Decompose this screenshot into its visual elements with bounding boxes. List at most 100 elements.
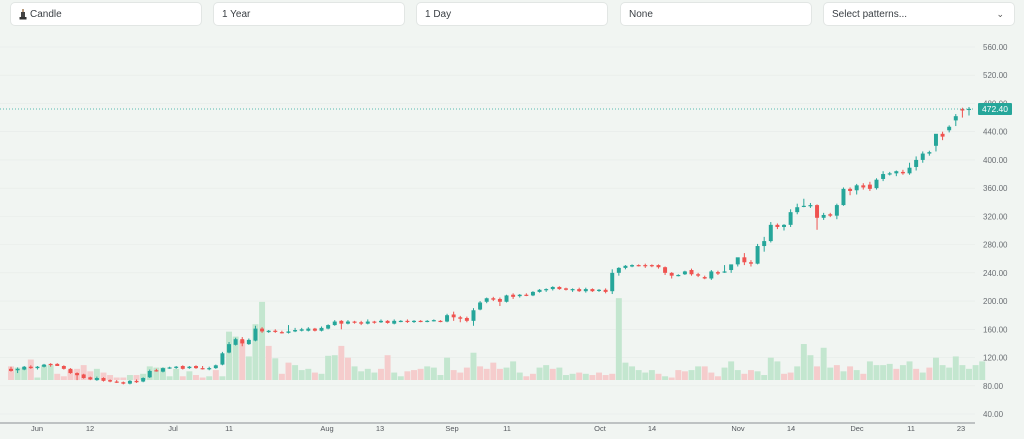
candle: [874, 178, 879, 190]
price-label: 472.40: [978, 103, 1012, 115]
volume-bar: [166, 376, 173, 380]
candle-icon: [19, 8, 27, 20]
x-tick-label: 12: [86, 424, 94, 433]
y-tick-label: 160.00: [983, 325, 1008, 334]
candle: [478, 301, 483, 311]
volume-bar: [543, 365, 550, 380]
candle: [293, 327, 298, 333]
interval-select[interactable]: 1 Day: [416, 2, 608, 26]
candle: [15, 367, 20, 374]
volume-bar: [701, 366, 708, 380]
candle: [967, 106, 971, 116]
candle: [768, 222, 773, 243]
volume-bar: [939, 365, 946, 380]
volume-bar: [906, 361, 913, 380]
indicator-label: None: [629, 8, 653, 20]
x-tick-label: Dec: [850, 424, 864, 433]
volume-bar: [444, 357, 451, 380]
candle: [28, 365, 33, 369]
candle: [497, 297, 502, 307]
volume-bar: [569, 373, 576, 380]
candle: [854, 183, 859, 195]
candle: [953, 114, 958, 127]
volume-bar: [411, 370, 417, 380]
candle: [127, 380, 132, 385]
candle: [940, 131, 945, 141]
volume-bar: [807, 355, 814, 380]
volume-bar: [391, 372, 398, 380]
candle: [319, 326, 324, 332]
candle: [788, 209, 793, 227]
candle: [616, 267, 621, 276]
candle: [887, 171, 892, 176]
volume-bar: [582, 373, 589, 380]
y-tick-label: 280.00: [983, 241, 1008, 250]
volume-bar: [596, 372, 602, 380]
volume-bar: [972, 365, 979, 380]
candle: [748, 260, 753, 267]
x-tick-label: 13: [376, 424, 384, 433]
candle: [108, 379, 113, 383]
x-tick-label: Aug: [320, 424, 333, 433]
volume-bar: [926, 367, 933, 380]
candle: [577, 287, 582, 292]
candle: [273, 329, 278, 333]
candle: [861, 183, 866, 190]
candle: [900, 169, 905, 175]
volume-bar: [113, 377, 120, 380]
volume-bar: [966, 368, 972, 380]
candle: [359, 320, 364, 326]
candle: [709, 270, 714, 280]
y-tick-label: 560.00: [983, 43, 1008, 52]
volume-bar: [54, 373, 61, 380]
patterns-placeholder: Select patterns...: [832, 8, 908, 20]
candle: [795, 203, 800, 215]
volume-bar: [523, 376, 530, 380]
volume-bar: [675, 370, 682, 380]
indicator-select[interactable]: None: [620, 2, 812, 26]
range-select[interactable]: 1 Year: [213, 2, 405, 26]
candle: [630, 264, 635, 268]
candle: [392, 319, 397, 325]
volume-bar: [549, 368, 556, 380]
candle: [141, 377, 146, 383]
candle: [207, 366, 212, 371]
volume-bar: [529, 373, 536, 380]
candle: [114, 380, 119, 383]
candle: [200, 366, 205, 370]
patterns-select[interactable]: Select patterns... ⌄: [823, 2, 1015, 26]
candle: [286, 325, 291, 334]
candle: [174, 366, 179, 369]
y-tick-label: 120.00: [983, 354, 1008, 363]
candle: [167, 366, 172, 369]
volume-bar: [893, 368, 900, 380]
candle: [907, 162, 912, 175]
candle: [385, 320, 390, 324]
candle: [742, 253, 747, 266]
volume-bar: [34, 377, 41, 380]
volume-bar: [833, 365, 840, 380]
candle: [194, 365, 198, 369]
volume-bar: [430, 367, 437, 380]
volume-bar: [173, 368, 180, 380]
candle: [35, 366, 40, 370]
volume-bar: [721, 367, 728, 380]
candle: [834, 203, 839, 220]
candle: [345, 320, 350, 325]
candlestick-chart[interactable]: 560.00520.00480.00440.00400.00360.00320.…: [0, 30, 1024, 439]
volume-bar: [979, 361, 986, 380]
volume-bar: [814, 366, 821, 380]
chart-type-select[interactable]: Candle: [10, 2, 202, 26]
volume-bar: [787, 372, 794, 380]
candle: [881, 171, 886, 182]
volume-bar: [126, 375, 133, 380]
y-tick-label: 40.00: [983, 410, 1004, 419]
volume-bar: [913, 368, 920, 380]
volume-bar: [589, 375, 596, 380]
candle: [735, 257, 740, 267]
candle: [762, 236, 767, 252]
x-tick-label: Jul: [168, 424, 178, 433]
volume-bar: [781, 373, 787, 380]
volume-bar: [285, 362, 292, 380]
candle: [240, 337, 245, 347]
